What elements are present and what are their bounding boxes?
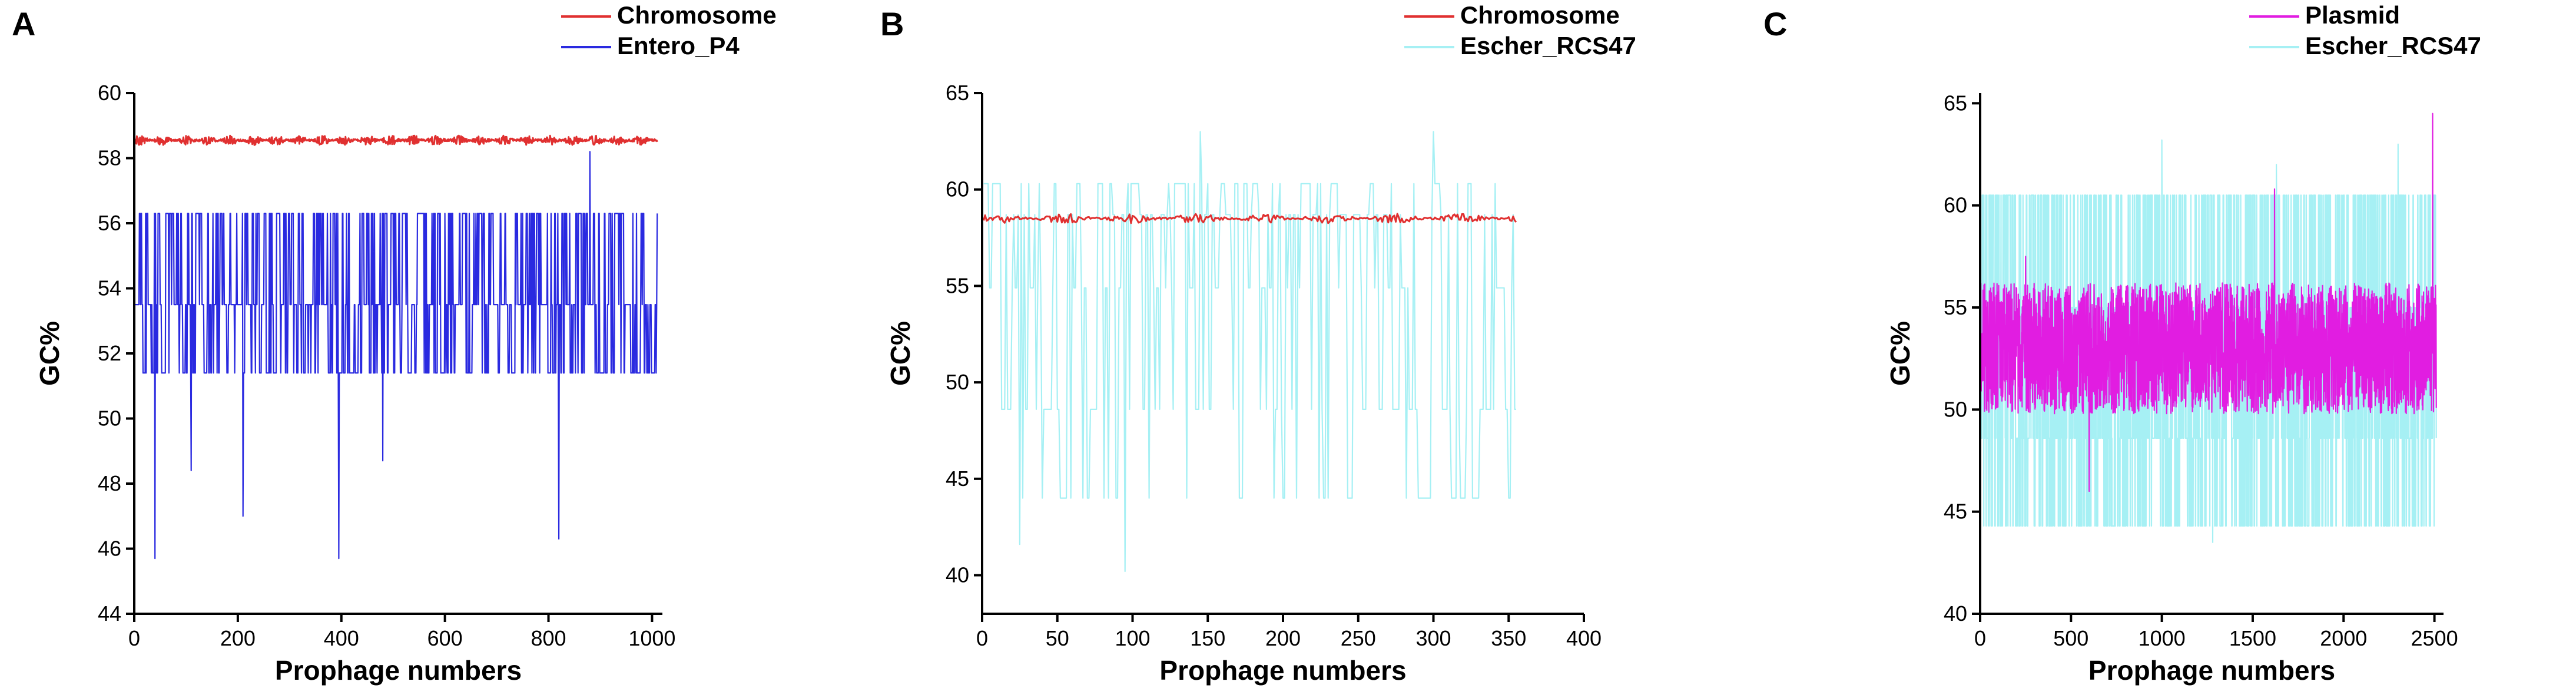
x-axis-title: Prophage numbers — [1159, 655, 1406, 686]
x-tick-label: 350 — [1491, 626, 1526, 650]
y-axis-title: GC% — [1885, 321, 1915, 386]
legend-label: Escher_RCS47 — [1460, 32, 1636, 59]
x-tick-label: 1000 — [628, 626, 675, 650]
x-tick-label: 500 — [2053, 626, 2088, 650]
series-line-entero-p4 — [134, 151, 658, 560]
y-axis-title: GC% — [885, 321, 916, 386]
y-tick-label: 60 — [946, 177, 969, 201]
y-tick-label: 58 — [98, 146, 121, 170]
panel-letter: A — [12, 5, 35, 42]
y-tick-label: 55 — [1944, 295, 1967, 319]
x-tick-label: 0 — [1974, 626, 1986, 650]
x-tick-label: 200 — [220, 626, 256, 650]
y-tick-label: 50 — [98, 406, 121, 431]
x-tick-label: 150 — [1190, 626, 1225, 650]
y-tick-label: 50 — [1944, 397, 1967, 421]
y-tick-label: 50 — [946, 370, 969, 394]
x-axis-title: Prophage numbers — [2088, 655, 2335, 686]
x-tick-label: 1000 — [2139, 626, 2186, 650]
chart-panel-c: C 40 45 50 55 60 65 0 500 1000 1500 2000 2500 Prophag… — [1763, 1, 2481, 686]
legend-label: Chromosome — [617, 1, 777, 29]
y-tick-label: 48 — [98, 471, 121, 495]
y-tick-label: 65 — [1944, 91, 1967, 115]
x-tick-label: 300 — [1415, 626, 1451, 650]
x-tick-label: 400 — [324, 626, 359, 650]
x-tick-label: 600 — [427, 626, 463, 650]
y-tick-label: 40 — [1944, 601, 1967, 626]
y-tick-label: 60 — [1944, 193, 1967, 217]
y-tick-label: 45 — [946, 467, 969, 491]
y-axis-title: GC% — [34, 321, 65, 386]
y-tick-label: 44 — [98, 601, 121, 626]
panel-letter: B — [880, 5, 904, 42]
legend-label: Entero_P4 — [617, 32, 740, 59]
y-tick-label: 52 — [98, 341, 121, 365]
x-tick-label: 1500 — [2229, 626, 2276, 650]
y-tick-label: 65 — [946, 81, 969, 105]
x-axis-title: Prophage numbers — [275, 655, 522, 686]
x-tick-label: 2500 — [2411, 626, 2458, 650]
series-line-chromosome — [983, 213, 1517, 224]
series-line-escher-rcs47 — [1980, 139, 2437, 543]
x-tick-label: 50 — [1046, 626, 1069, 650]
x-tick-label: 250 — [1341, 626, 1376, 650]
chart-panel-b: B 40 45 50 55 60 65 0 50 100 150 200 250 300 350 400 Pro… — [880, 1, 1636, 686]
series-line-plasmid — [1980, 113, 2437, 492]
x-tick-label: 400 — [1566, 626, 1602, 650]
x-tick-label: 2000 — [2320, 626, 2367, 650]
y-tick-label: 54 — [98, 276, 121, 300]
legend-label: Plasmid — [2305, 1, 2400, 29]
panel-letter: C — [1763, 5, 1787, 42]
y-tick-label: 60 — [98, 81, 121, 105]
series-line-escher-rcs47 — [983, 131, 1516, 573]
x-tick-label: 200 — [1265, 626, 1301, 650]
y-tick-label: 56 — [98, 211, 121, 235]
legend-label: Chromosome — [1460, 1, 1620, 29]
legend-label: Escher_RCS47 — [2305, 32, 2481, 59]
x-tick-label: 0 — [976, 626, 988, 650]
x-tick-label: 800 — [531, 626, 566, 650]
x-tick-label: 0 — [128, 626, 140, 650]
y-tick-label: 40 — [946, 563, 969, 587]
y-tick-label: 46 — [98, 537, 121, 561]
y-tick-label: 45 — [1944, 500, 1967, 524]
series-line-chromosome — [134, 134, 658, 146]
x-tick-label: 100 — [1115, 626, 1150, 650]
y-tick-label: 55 — [946, 273, 969, 297]
